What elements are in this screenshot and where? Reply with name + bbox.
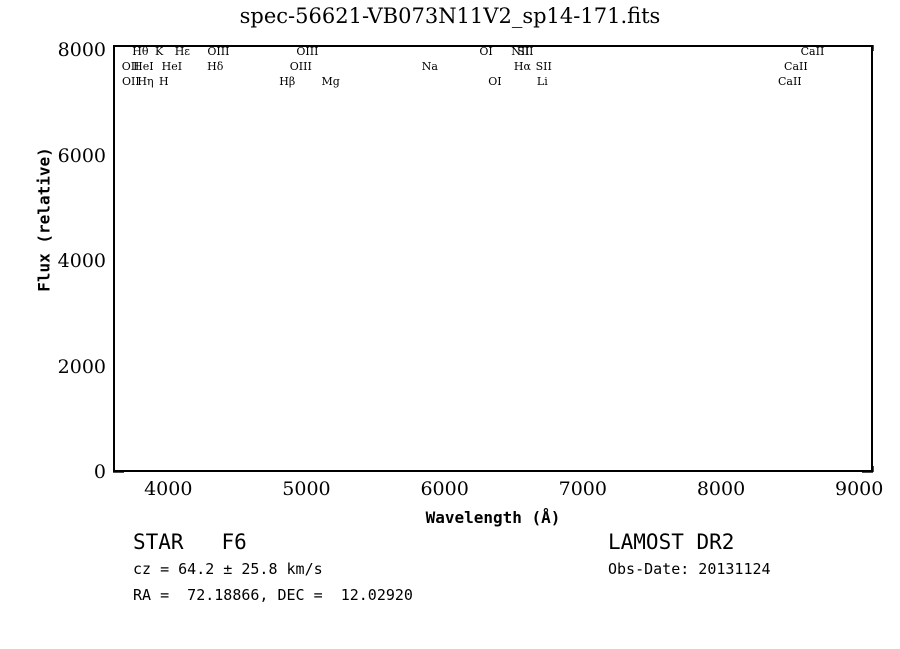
y-tick-label: 2000 (57, 355, 106, 378)
plot-area: OII OII Hθ Hη HeI K H HeI Hε Hδ OIII Hβ OIII OIII Mg Na… (113, 45, 874, 473)
footer-left-column: STAR F6 cz = 64.2 ± 25.8 km/s RA = 72.18… (133, 528, 413, 608)
spectral-class: F6 (221, 530, 247, 554)
x-tick-label: 5000 (282, 478, 331, 500)
x-tick-label: 8000 (696, 478, 746, 500)
plot-frame (113, 45, 873, 472)
x-axis-title: Wavelength (Å) (425, 508, 561, 527)
line-marker-label: Na (421, 60, 438, 73)
observation-date: Obs-Date: 20131124 (608, 560, 771, 578)
line-marker-label: Mg (321, 75, 340, 88)
line-marker-label: CaII (800, 45, 825, 58)
line-marker-label: K (155, 45, 164, 58)
y-axis-title: Flux (relative) (34, 147, 54, 292)
y-tick-label: 4000 (57, 250, 106, 273)
line-marker-label: SII (535, 60, 552, 73)
line-marker-label: CaII (777, 75, 802, 88)
line-marker-label: Hθ (132, 45, 149, 58)
line-marker-label: H (159, 75, 169, 88)
line-marker-label: Hη (137, 75, 154, 88)
survey-name: LAMOST DR2 (608, 530, 735, 554)
line-marker-label: Hδ (207, 60, 224, 73)
coordinates: RA = 72.18866, DEC = 12.02920 (133, 586, 413, 604)
footer-right-column: LAMOST DR2 Obs-Date: 20131124 (608, 528, 771, 582)
object-class-line: STAR F6 (133, 528, 413, 556)
line-marker-label: SII (517, 45, 534, 58)
redshift-velocity: cz = 64.2 ± 25.8 km/s (133, 560, 323, 578)
x-tick-label: 7000 (558, 478, 607, 500)
line-marker-label: OI (479, 45, 493, 58)
line-marker-label: CaII (784, 60, 808, 73)
line-marker-label: Li (536, 75, 548, 88)
line-marker-label: OII (121, 60, 140, 73)
line-marker-label: Hβ (279, 75, 296, 88)
line-marker-label: HeI (161, 60, 183, 73)
object-type: STAR (133, 530, 184, 554)
line-marker-label: Hα (513, 60, 531, 73)
line-marker-label: OI (488, 75, 502, 88)
y-tick-label: 8000 (57, 39, 106, 62)
line-marker-label: OIII (207, 45, 230, 58)
y-axis-tick-labels: 0 2000 4000 6000 8000 (20, 39, 106, 483)
line-marker-label: OII (121, 75, 140, 88)
y-tick-label: 6000 (57, 144, 106, 167)
line-marker-label: NII (511, 45, 530, 58)
line-marker-label: OIII (296, 45, 319, 58)
x-tick-label: 6000 (420, 478, 469, 500)
metadata-footer: STAR F6 cz = 64.2 ± 25.8 km/s RA = 72.18… (0, 528, 900, 638)
x-tick-label: 9000 (834, 478, 884, 500)
y-tick-label: 0 (93, 461, 106, 483)
line-marker-label: OIII (289, 60, 312, 73)
x-axis-tick-labels: 4000 5000 6000 7000 8000 9000 (113, 478, 883, 504)
line-marker-label: HeI (133, 60, 154, 73)
line-marker-label: Hε (174, 45, 191, 58)
page-title: spec-56621-VB073N11V2_sp14-171.fits (239, 4, 661, 28)
x-tick-label: 4000 (144, 478, 193, 500)
